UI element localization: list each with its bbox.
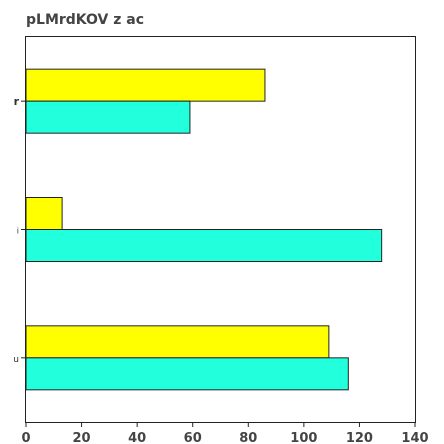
x-axis: 0 20 40 60 80 100 120 140: [21, 422, 429, 444]
bar-r-series-1: [25, 100, 191, 134]
x-tick-label: 140: [401, 431, 428, 444]
x-tick-label: 80: [239, 431, 257, 444]
x-tick-label: 40: [128, 431, 146, 444]
bar-u-series-0: [25, 325, 330, 359]
bars: [25, 68, 383, 391]
bar-i-series-1: [25, 229, 383, 262]
x-tick-label: 100: [290, 431, 317, 444]
bar-u-series-1: [25, 357, 349, 391]
bar-r-series-0: [25, 68, 266, 102]
x-tick-label: 60: [184, 431, 202, 444]
y-axis: r i u: [13, 95, 26, 365]
y-tick-label: u: [13, 355, 19, 365]
chart-title: pLMrdKOV z ac: [26, 12, 144, 28]
y-tick-label: i: [17, 227, 19, 236]
bar-i-series-0: [25, 197, 63, 230]
x-tick-label: 0: [21, 431, 30, 444]
x-tick-label: 20: [73, 431, 91, 444]
x-tick-label: 120: [346, 431, 373, 444]
y-tick-label: r: [14, 95, 20, 108]
